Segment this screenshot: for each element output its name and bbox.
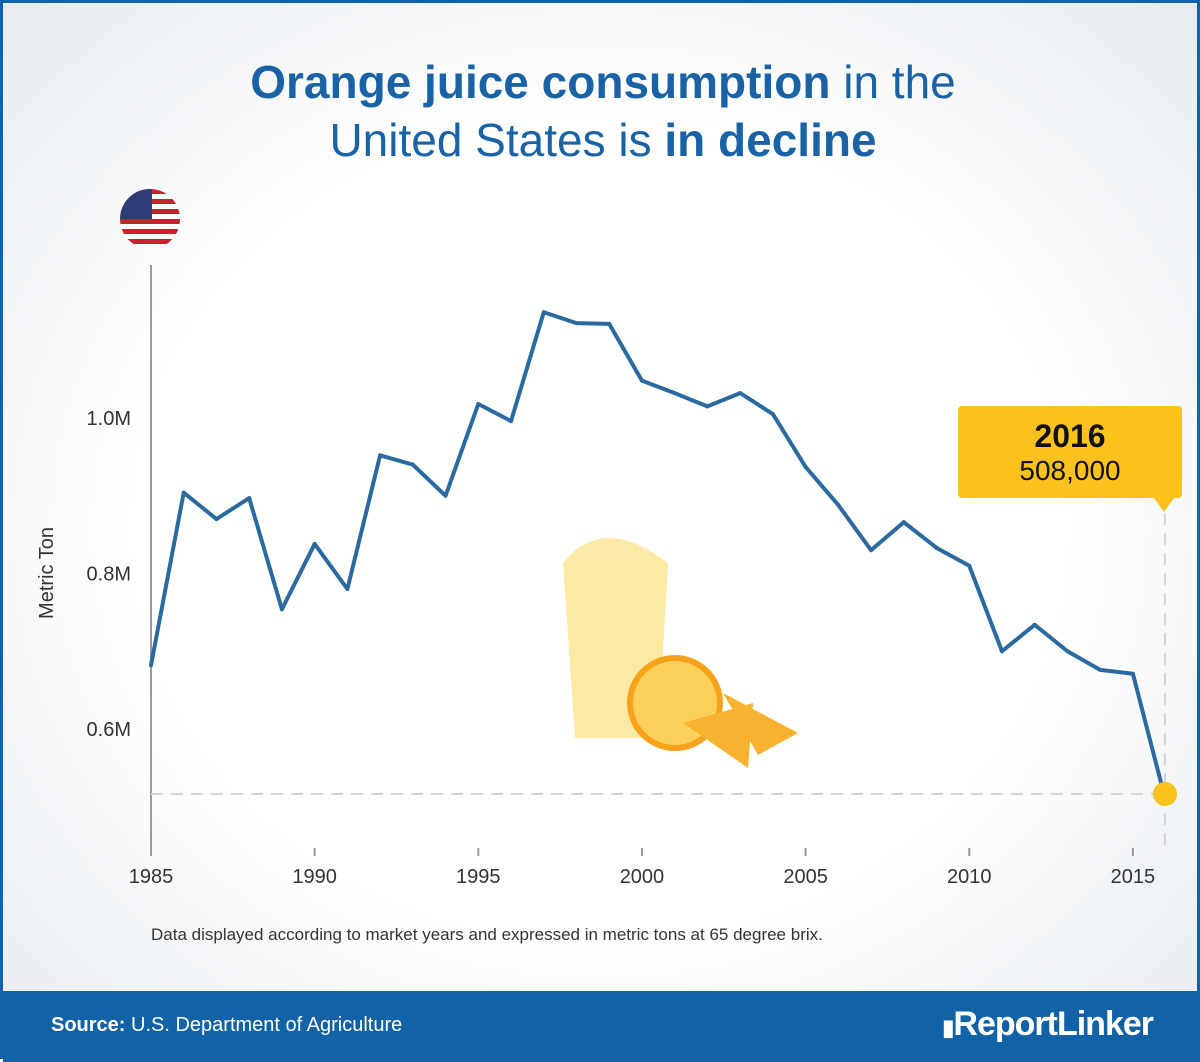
x-tick-label: 2010 — [947, 866, 992, 888]
data-point[interactable] — [1130, 671, 1135, 676]
us-flag-icon — [120, 189, 180, 249]
callout-year: 2016 — [1034, 418, 1106, 454]
data-point[interactable] — [181, 490, 186, 495]
data-point[interactable] — [214, 517, 219, 522]
data-point[interactable] — [705, 404, 710, 409]
y-tick-label: 1.0M — [87, 408, 131, 430]
chart-title: Orange juice consumption in the United S… — [3, 53, 1200, 169]
data-point[interactable] — [999, 649, 1004, 654]
data-point[interactable] — [770, 412, 775, 417]
x-tick-label: 1985 — [129, 866, 174, 888]
data-point[interactable] — [509, 419, 514, 424]
x-tick-label: 2000 — [620, 866, 665, 888]
x-tick-label: 2015 — [1111, 866, 1156, 888]
data-point[interactable] — [1098, 667, 1103, 672]
callout-value: 508,000 — [1019, 455, 1121, 486]
data-point[interactable] — [967, 563, 972, 568]
y-axis-label: Metric Ton — [36, 527, 58, 619]
data-point[interactable] — [312, 541, 317, 546]
x-tick-label: 2005 — [783, 866, 828, 888]
data-point[interactable] — [738, 391, 743, 396]
data-point[interactable] — [378, 453, 383, 458]
y-tick-label: 0.8M — [87, 564, 131, 586]
data-point[interactable] — [1065, 649, 1070, 654]
data-point[interactable] — [803, 464, 808, 469]
line-chart: Metric Ton 0.6M 0.8M 1.0M 1985 1990 1995 2000 2… — [36, 189, 1177, 888]
x-tick-label: 1990 — [292, 866, 337, 888]
source-label: Source: — [51, 1014, 126, 1036]
data-point[interactable] — [345, 587, 350, 592]
callout-2016: 2016 508,000 — [958, 406, 1182, 512]
logo-text: ReportLinker — [953, 1005, 1154, 1043]
data-point[interactable] — [149, 663, 153, 668]
data-point[interactable] — [672, 391, 677, 396]
data-point[interactable] — [836, 503, 841, 508]
x-tick-label: 1995 — [456, 866, 501, 888]
data-point[interactable] — [247, 496, 252, 501]
data-point[interactable] — [901, 520, 906, 525]
data-point[interactable] — [443, 493, 448, 498]
data-point[interactable] — [410, 462, 415, 467]
data-point[interactable] — [279, 607, 284, 612]
data-point[interactable] — [574, 321, 579, 326]
data-point[interactable] — [1032, 622, 1037, 627]
data-point[interactable] — [607, 321, 612, 326]
data-point[interactable] — [934, 545, 939, 550]
series-line — [149, 310, 1168, 802]
data-point[interactable] — [476, 402, 481, 407]
title-bold-1: Orange juice consumption — [250, 56, 831, 108]
footer-bar: Source: U.S. Department of Agriculture ▮… — [3, 991, 1200, 1062]
source-value: U.S. Department of Agriculture — [125, 1014, 403, 1036]
reportlinker-logo[interactable]: ▮ReportLinker — [942, 1005, 1154, 1043]
title-text-3: United States is — [329, 114, 665, 166]
footnote: Data displayed according to market years… — [151, 925, 823, 944]
orange-juice-illustration — [563, 538, 798, 768]
title-bold-4: in decline — [664, 114, 877, 166]
data-point[interactable] — [869, 548, 874, 553]
y-tick-label: 0.6M — [87, 719, 131, 741]
data-point[interactable] — [541, 310, 546, 315]
source: Source: U.S. Department of Agriculture — [51, 1014, 402, 1037]
data-point[interactable] — [639, 378, 644, 383]
title-text-2: in the — [830, 56, 956, 108]
highlight-point-2016[interactable] — [1153, 782, 1177, 806]
